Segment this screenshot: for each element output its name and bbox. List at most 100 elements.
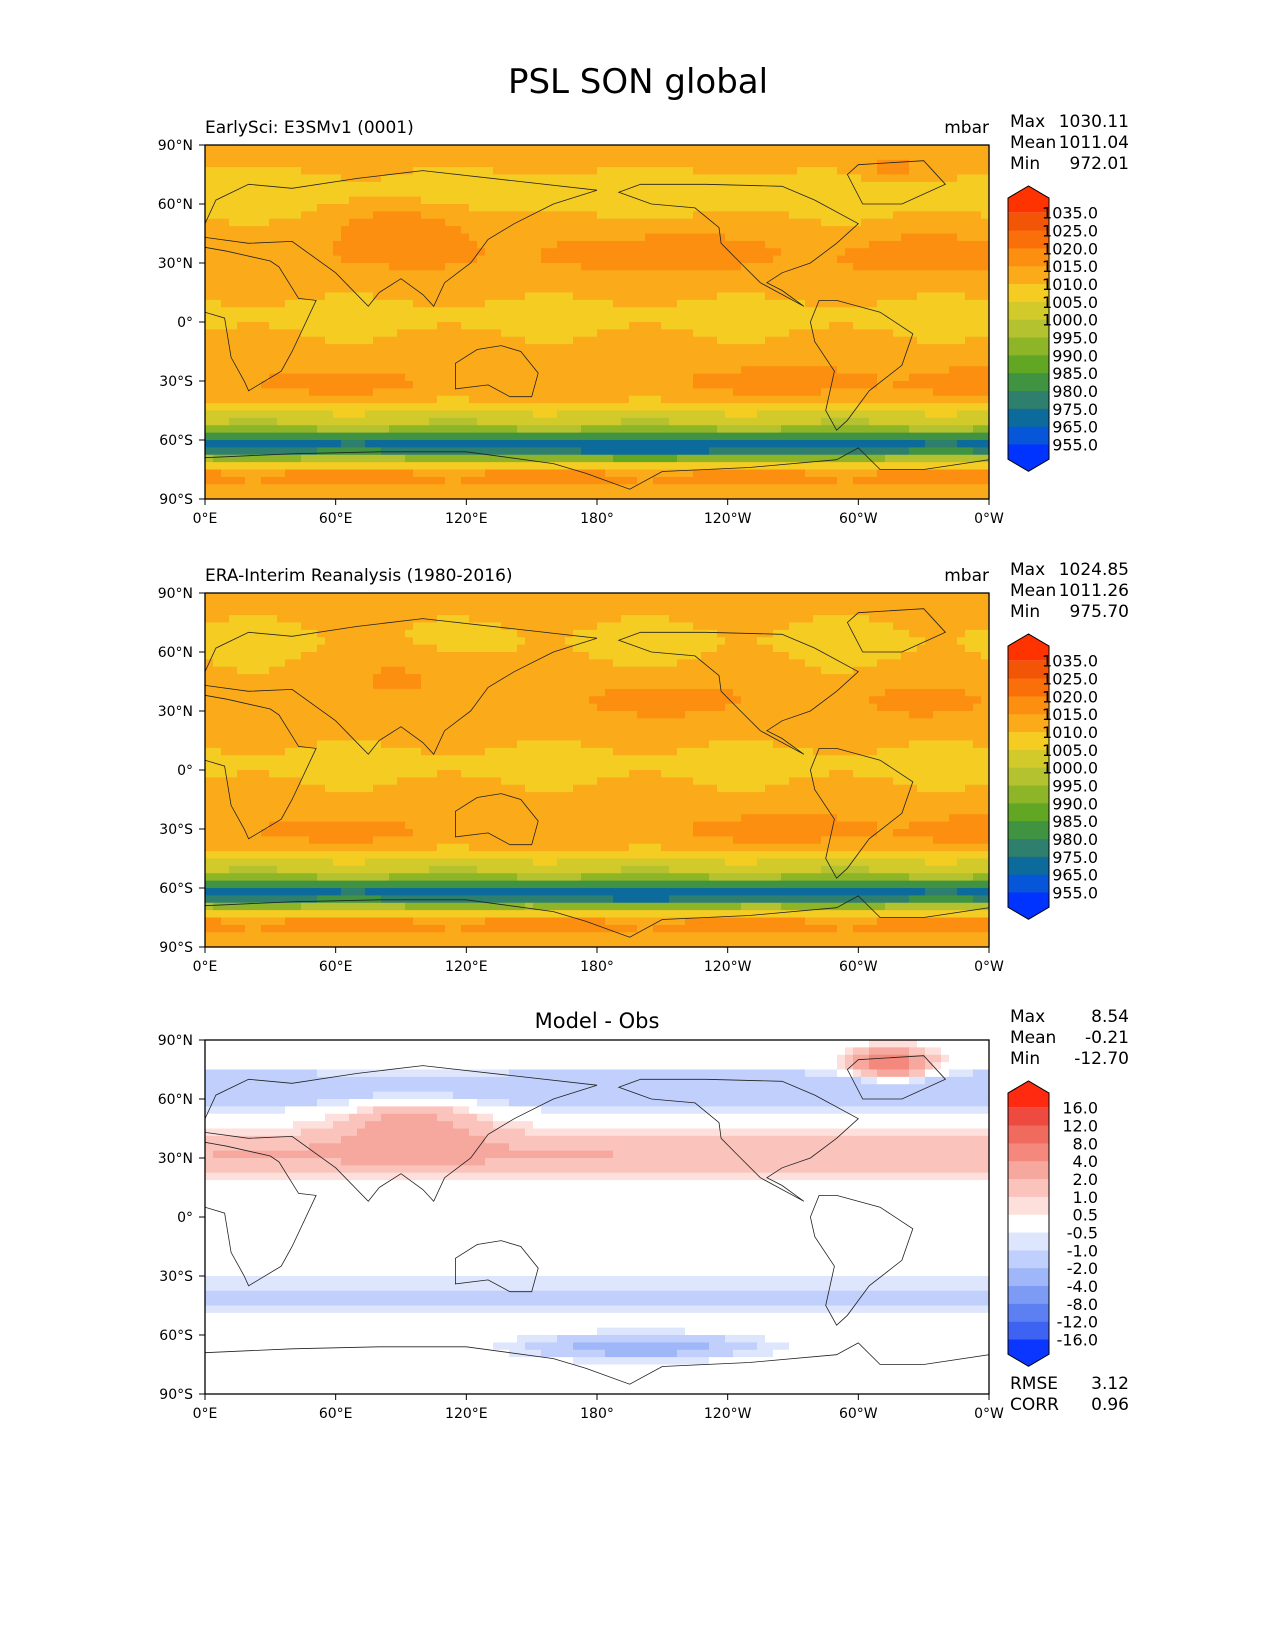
map-cell [301,607,310,616]
map-cell [629,329,638,338]
map-cell [725,358,734,367]
map-cell [477,314,486,323]
map-cell [773,277,782,286]
map-cell [501,366,510,375]
map-cell [485,462,494,471]
map-cell [861,388,870,397]
panel-title: EarlySci: E3SMv1 (0001) [205,118,414,138]
map-cell [957,454,966,463]
map-cell [973,388,982,397]
map-cell [661,454,670,463]
map-cell [677,410,686,419]
map-cell [821,292,830,301]
map-cell [317,366,326,375]
map-cell [957,314,966,323]
map-cell [445,270,454,279]
map-cell [533,410,542,419]
map-cell [413,447,422,456]
map-cell [725,476,734,485]
map-cell [365,329,374,338]
map-cell [965,233,974,242]
map-cell [741,196,750,205]
map-cell [949,307,958,316]
map-cell [397,366,406,375]
map-cell [605,248,614,257]
colorbar-band [1008,319,1049,338]
map-cell [717,432,726,441]
map-cell [717,388,726,397]
map-cell [469,344,478,353]
map-cell [693,211,702,220]
map-cell [701,366,710,375]
map-cell [421,174,430,183]
map-cell [501,600,510,609]
map-cell [405,358,414,367]
map-cell [261,152,270,161]
map-cell [445,292,454,301]
map-cell [781,366,790,375]
map-cell [605,593,614,601]
map-cell [405,159,414,168]
map-cell [221,174,230,183]
map-cell [413,248,422,257]
map-cell [349,218,358,227]
map-cell [213,299,222,308]
map-cell [541,425,550,434]
map-cell [501,152,510,161]
map-cell [829,226,838,235]
map-cell [445,218,454,227]
map-cell [445,285,454,294]
map-cell [237,255,246,264]
map-cell [405,336,414,345]
map-cell [501,351,510,360]
map-cell [405,351,414,360]
map-cell [477,447,486,456]
map-cell [869,593,878,601]
map-cell [693,395,702,404]
map-cell [469,181,478,190]
map-cell [517,344,526,353]
map-cell [781,593,790,601]
map-cell [293,152,302,161]
map-cell [701,167,710,176]
map-cell [573,440,582,448]
map-cell [485,248,494,257]
map-cell [581,270,590,279]
map-cell [917,292,926,301]
map-cell [709,351,718,360]
map-cell [413,358,422,367]
map-cell [805,440,814,448]
map-cell [341,174,350,183]
map-cell [797,314,806,323]
map-cell [333,403,342,412]
map-cell [693,189,702,198]
map-cell [973,181,982,190]
map-cell [637,447,646,456]
map-cell [565,425,574,434]
map-cell [437,159,446,168]
map-cell [605,381,614,389]
map-cell [741,454,750,463]
map-cell [429,314,438,323]
map-cell [237,344,246,353]
map-cell [437,307,446,316]
map-cell [909,329,918,338]
map-cell [725,248,734,257]
map-cell [581,358,590,367]
map-cell [845,189,854,198]
map-cell [661,226,670,235]
map-cell [685,425,694,434]
map-cell [925,307,934,316]
map-cell [549,469,558,478]
map-cell [733,226,742,235]
map-cell [533,233,542,242]
map-cell [253,351,262,360]
map-cell [525,307,534,316]
map-cell [717,440,726,448]
map-cell [877,196,886,205]
map-cell [437,366,446,375]
map-cell [317,593,326,601]
map-cell [781,417,790,426]
map-cell [349,307,358,316]
map-cell [613,462,622,471]
